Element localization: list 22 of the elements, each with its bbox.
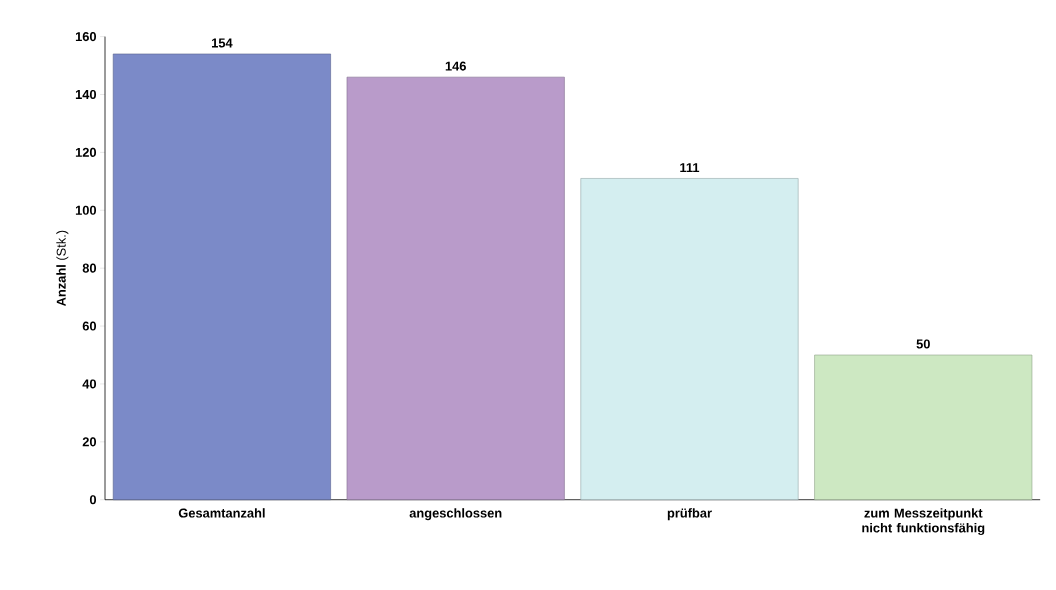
x-tick-label: prüfbar xyxy=(667,508,712,521)
y-tick-label: 100 xyxy=(75,205,97,215)
data-label: 111 xyxy=(680,163,700,173)
y-tick-label: 0 xyxy=(89,495,97,505)
y-tick-label: 140 xyxy=(75,90,97,100)
y-tick-label: 20 xyxy=(82,437,97,447)
data-label: 154 xyxy=(211,38,233,48)
x-tick-label: Gesamtanzahl xyxy=(178,508,265,518)
bar xyxy=(580,178,799,501)
x-tick-label: zum Messzeitpunkt nicht funktionsfähig xyxy=(862,508,985,536)
y-tick-label: 160 xyxy=(75,32,97,42)
bar xyxy=(346,76,565,501)
x-tick-label: angeschlossen xyxy=(409,508,502,521)
y-tick-label: 80 xyxy=(82,263,97,273)
y-axis-title: Anzahl (Stk.) xyxy=(56,230,69,307)
y-tick-label: 120 xyxy=(75,147,97,158)
data-label: 146 xyxy=(445,61,466,71)
y-tick-label: 40 xyxy=(82,379,97,389)
y-tick-label: 60 xyxy=(82,321,97,331)
bar xyxy=(112,53,331,501)
data-label: 50 xyxy=(916,339,930,349)
bar xyxy=(814,354,1033,501)
